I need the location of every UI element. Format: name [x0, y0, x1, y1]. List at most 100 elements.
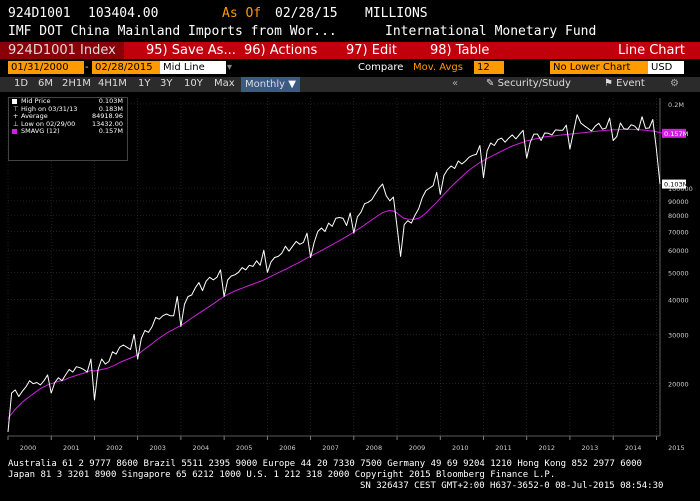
- x-tick-label: 2009: [409, 444, 426, 452]
- x-tick-label: 2003: [149, 444, 166, 452]
- header-line-2: IMF DOT China Mainland Imports from Wor.…: [0, 24, 700, 40]
- x-tick-label: 2000: [20, 444, 37, 452]
- chart-grid: [7, 98, 660, 436]
- last-value-tags: 0.157M 0.103M: [662, 128, 688, 189]
- as-of-date: 02/28/15: [275, 6, 338, 21]
- event-label: Event: [616, 78, 645, 89]
- x-tick-label: 2008: [366, 444, 383, 452]
- security-study-label: Security/Study: [497, 78, 571, 89]
- x-axis-ticks: 2000 2001 2002 2003 2004 2005 2006 2007 2008 2009…: [7, 435, 685, 452]
- legend-value-low: 13432.00: [91, 119, 123, 128]
- legend-row-high: ⊤ High on 03/31/13 0.183M: [9, 104, 127, 114]
- mid-swatch-icon: [12, 99, 17, 104]
- y-tick-label: 70000: [668, 228, 689, 236]
- start-date-field[interactable]: 01/31/2000: [8, 61, 84, 74]
- security-study-button[interactable]: ✎ Security/Study: [486, 78, 571, 89]
- range-tab-3y[interactable]: 3Y: [160, 78, 173, 89]
- last-value-tag: 0.103M: [664, 181, 688, 189]
- range-tab-1y[interactable]: 1Y: [138, 78, 151, 89]
- x-tick-label: 2013: [582, 444, 599, 452]
- y-tick-label: 40000: [668, 296, 689, 304]
- last-value: 103404.00: [88, 6, 159, 21]
- high-marker-icon: ⊤: [13, 104, 19, 113]
- x-tick-label: 2015: [668, 444, 685, 452]
- last-value-tag: 0.157M: [664, 130, 688, 138]
- legend-label-high: High on 03/31/13: [21, 104, 78, 113]
- x-tick-label: 2014: [625, 444, 642, 452]
- legend-row-smavg: SMAVG (12) 0.157M: [9, 128, 127, 136]
- menu-bar: 924D1001 Index 95) Save As... 96) Action…: [0, 42, 700, 59]
- legend-label-mid: Mid Price: [21, 97, 51, 105]
- y-tick-label: 20000: [668, 381, 689, 389]
- mode-select[interactable]: Mid Line: [160, 61, 226, 74]
- chart-series: [7, 114, 664, 433]
- y-tick-label: 60000: [668, 247, 689, 255]
- legend-label-low: Low on 02/29/00: [21, 119, 76, 128]
- series-description: IMF DOT China Mainland Imports from Wor.…: [8, 24, 337, 39]
- source-name: International Monetary Fund: [385, 24, 597, 39]
- x-tick-label: 2007: [322, 444, 339, 452]
- mode-dropdown-icon[interactable]: ▾: [227, 62, 233, 73]
- x-tick-label: 2012: [538, 444, 555, 452]
- legend-value-smavg: 0.157M: [98, 127, 123, 136]
- range-tab-bar: 1D 6M 2H1M 4H1M 1Y 3Y 10Y Max Monthly ▼ …: [0, 77, 700, 92]
- actions-button[interactable]: 96) Actions: [244, 43, 318, 58]
- range-tab-2h1m[interactable]: 2H1M: [62, 78, 91, 89]
- legend-row-average: + Average 84918.96: [9, 112, 127, 121]
- footer-session: SN 326437 CEST GMT+2:00 H637-3652-0 08-J…: [360, 481, 664, 491]
- header-line-1: 924D1001 103404.00 As Of 02/28/15 MILLIO…: [0, 6, 700, 22]
- average-marker-icon: +: [13, 112, 19, 121]
- date-separator: -: [85, 62, 89, 73]
- compare-value[interactable]: Mov. Avgs: [413, 62, 463, 73]
- y-tick-label: 50000: [668, 269, 689, 277]
- range-tab-10y[interactable]: 10Y: [184, 78, 203, 89]
- y-tick-label: 100000: [668, 185, 693, 193]
- units-label: MILLIONS: [365, 6, 428, 21]
- control-bar: 01/31/2000 - 02/28/2015 Mid Line ▾ Compa…: [0, 61, 700, 75]
- last-value-tag-bg: [662, 128, 686, 138]
- currency-select[interactable]: USD: [648, 61, 684, 74]
- settings-icon[interactable]: ⚙: [670, 78, 679, 89]
- end-date-field[interactable]: 02/28/2015: [92, 61, 160, 74]
- compare-label: Compare: [358, 62, 404, 73]
- legend-box: Mid Price 0.103M ⊤ High on 03/31/13 0.183M …: [8, 97, 128, 161]
- as-of-label: As Of: [222, 6, 262, 21]
- range-tab-max[interactable]: Max: [214, 78, 235, 89]
- y-tick-label: 0.2M: [668, 101, 684, 109]
- lower-chart-select[interactable]: No Lower Chart: [550, 61, 648, 74]
- legend-row-low: ⊥ Low on 02/29/00 13432.00: [9, 119, 127, 129]
- event-button[interactable]: ⚑ Event: [604, 78, 645, 89]
- smavg-swatch-icon: [12, 129, 17, 135]
- legend-value-high: 0.183M: [98, 104, 123, 113]
- index-label[interactable]: 924D1001 Index: [0, 42, 124, 59]
- x-tick-label: 2001: [63, 444, 80, 452]
- legend-label-smavg: SMAVG (12): [21, 127, 60, 136]
- save-as-button[interactable]: 95) Save As...: [146, 43, 236, 58]
- y-axis-ticks: 0.2M 100000 90000 80000 70000 60000 50000 40000…: [659, 98, 693, 436]
- footer-contacts-2: Japan 81 3 3201 8900 Singapore 65 6212 1…: [8, 470, 556, 480]
- frequency-label: Monthly: [245, 79, 286, 90]
- range-tab-6m[interactable]: 6M: [38, 78, 53, 89]
- table-button[interactable]: 98) Table: [430, 43, 490, 58]
- low-marker-icon: ⊥: [13, 119, 19, 128]
- y-tick-label: 80000: [668, 212, 689, 220]
- last-value-tag-bg: [662, 179, 686, 189]
- range-tab-4h1m[interactable]: 4H1M: [98, 78, 127, 89]
- legend-value-mid: 0.103M: [98, 97, 123, 105]
- x-tick-label: 2005: [236, 444, 253, 452]
- x-tick-label: 2002: [106, 444, 123, 452]
- y-tick-label: 30000: [668, 331, 689, 339]
- legend-label-average: Average: [21, 112, 48, 121]
- y-tick-label: 90000: [668, 198, 689, 206]
- chart-type-button[interactable]: Line Chart: [618, 43, 685, 58]
- series-line-mid-price: [7, 114, 661, 433]
- ma-period-field[interactable]: 12: [474, 61, 504, 74]
- ticker-code: 924D1001: [8, 6, 71, 21]
- legend-value-average: 84918.96: [91, 112, 123, 121]
- x-tick-label: 2010: [452, 444, 469, 452]
- x-tick-label: 2011: [495, 444, 512, 452]
- edit-button[interactable]: 97) Edit: [346, 43, 397, 58]
- range-tab-1d[interactable]: 1D: [14, 78, 29, 89]
- scroll-left-icon[interactable]: «: [452, 78, 459, 89]
- frequency-select[interactable]: Monthly ▼: [241, 77, 300, 92]
